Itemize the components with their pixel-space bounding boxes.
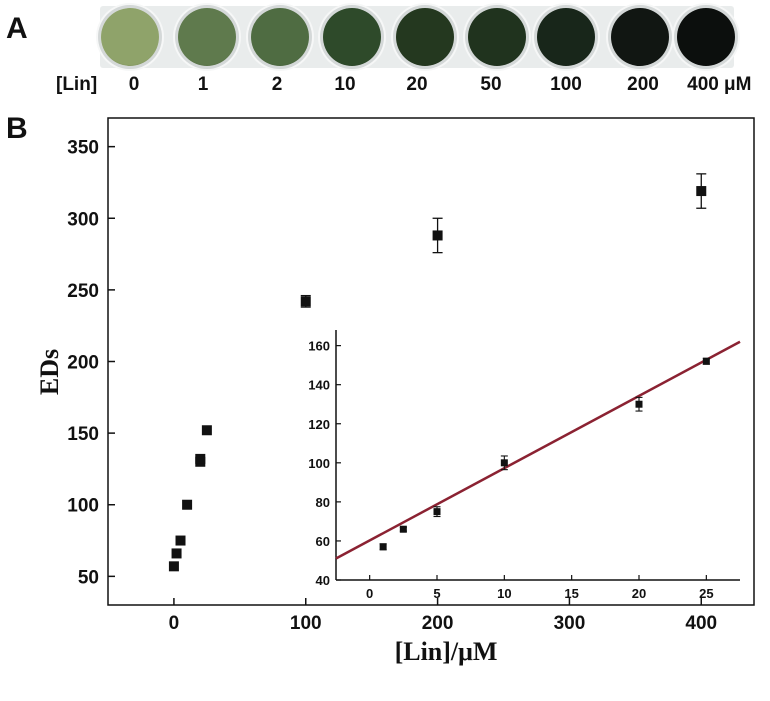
concentration-labels: [Lin] μM 0 1 2 10 20 50 100 200 400 [0, 74, 770, 100]
inset-fit-line [335, 340, 741, 560]
y-tick-label-1: 100 [67, 496, 99, 517]
main-data-point-5 [195, 453, 206, 464]
concentration-row-label: [Lin] [56, 74, 98, 95]
inset-data-point-2 [433, 508, 441, 516]
well-4 [396, 8, 454, 66]
main-data-point-0 [168, 561, 179, 572]
x-axis-title: [Lin]/μM [395, 637, 498, 666]
well-6 [537, 8, 595, 66]
inset-data-point-1 [399, 525, 407, 533]
main-data-point-7 [300, 296, 311, 307]
inset-plot-area: 0 5 10 15 20 25 40 60 80 100 120 140 160 [308, 330, 741, 601]
y-axis-title: EDs [35, 349, 64, 395]
well-1 [178, 8, 236, 66]
inset-x-tick-label-3: 15 [564, 586, 578, 601]
inset-data-point-3 [500, 459, 508, 467]
y-tick-label-0: 50 [78, 567, 99, 588]
inset-data-point-4 [635, 400, 643, 408]
x-tick-label-2: 200 [422, 613, 454, 634]
main-data-point-2 [175, 535, 186, 546]
concentration-label-8: 400 [687, 74, 719, 95]
y-tick-label-2: 150 [67, 424, 99, 445]
well-7 [611, 8, 669, 66]
concentration-label-3: 10 [334, 74, 356, 95]
inset-y-tick-label-6: 160 [308, 339, 330, 354]
concentration-label-6: 100 [550, 74, 582, 95]
y-tick-label-3: 200 [67, 353, 99, 374]
y-tick-label-4: 250 [67, 281, 99, 302]
main-data-point-6 [201, 425, 212, 436]
concentration-label-4: 20 [406, 74, 428, 95]
inset-y-tick-label-0: 40 [316, 573, 330, 588]
inset-y-tick-label-1: 60 [316, 534, 330, 549]
inset-y-tick-label-2: 80 [316, 495, 330, 510]
well-0 [101, 8, 159, 66]
x-tick-label-0: 0 [169, 613, 180, 634]
inset-x-tick-label-0: 0 [366, 586, 373, 601]
well-2 [251, 8, 309, 66]
inset-x-tick-label-1: 5 [433, 586, 440, 601]
x-tick-label-4: 400 [685, 613, 717, 634]
main-data-point-9 [696, 186, 707, 197]
concentration-label-0: 0 [128, 74, 140, 95]
main-plot-frame [107, 117, 755, 606]
main-data-point-1 [171, 548, 182, 559]
inset-x-tick-label-2: 10 [497, 586, 511, 601]
inset-y-tick-label-5: 140 [308, 378, 330, 393]
inset-x-tick-label-5: 25 [699, 586, 713, 601]
inset-y-tick-label-4: 120 [308, 417, 330, 432]
main-data-point-8 [432, 230, 443, 241]
well-3 [323, 8, 381, 66]
well-8 [677, 8, 735, 66]
main-data-point-3 [182, 499, 193, 510]
concentration-label-7: 200 [627, 74, 659, 95]
y-tick-label-6: 350 [67, 138, 99, 159]
concentration-label-2: 2 [271, 74, 283, 95]
panel-a-label: A [6, 12, 28, 45]
inset-data-point-0 [379, 543, 387, 551]
well-5 [468, 8, 526, 66]
x-tick-label-3: 300 [554, 613, 586, 634]
concentration-label-5: 50 [480, 74, 502, 95]
x-tick-label-1: 100 [290, 613, 322, 634]
inset-data-point-5 [702, 357, 710, 365]
concentration-unit: μM [724, 74, 752, 95]
panel-b-label: B [6, 112, 28, 145]
well-plate-strip [100, 6, 735, 68]
concentration-label-1: 1 [197, 74, 209, 95]
inset-y-tick-label-3: 100 [308, 456, 330, 471]
y-tick-label-5: 300 [67, 209, 99, 230]
inset-x-tick-label-4: 20 [632, 586, 646, 601]
